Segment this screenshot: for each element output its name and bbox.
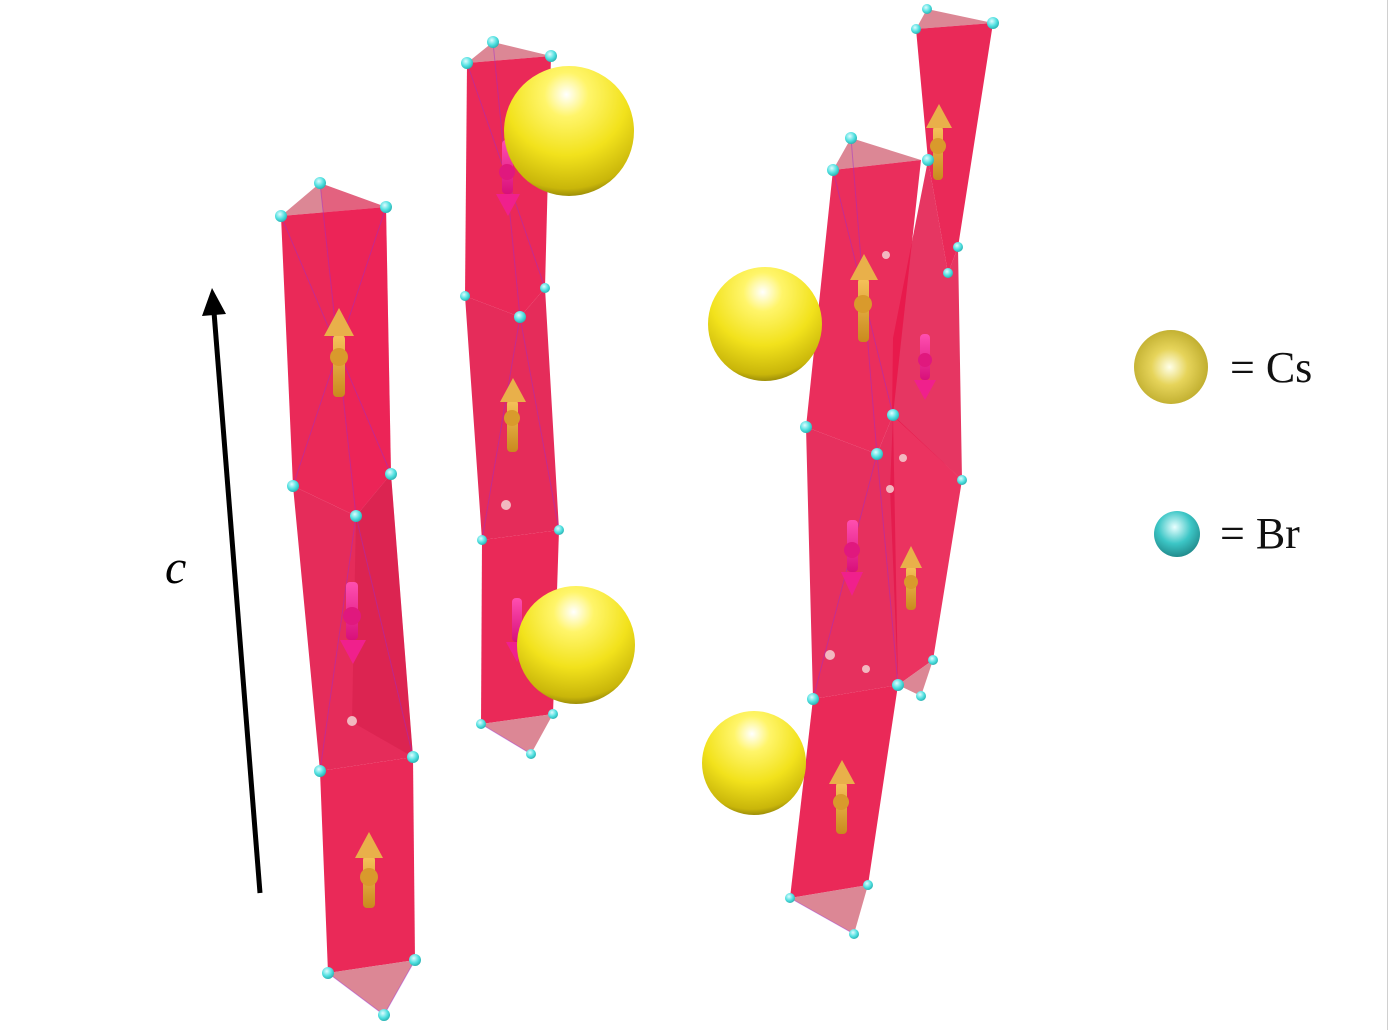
spin-up-arrow	[829, 760, 855, 834]
chain-1-octahedron-1-face	[320, 183, 391, 516]
br-atom	[785, 893, 795, 903]
br-atom	[922, 4, 932, 14]
metal-atom	[886, 485, 894, 493]
br-atom	[554, 525, 564, 535]
br-atom	[943, 268, 953, 278]
metal-atom	[347, 716, 357, 726]
cs-atom	[708, 267, 822, 381]
br-atom	[928, 655, 938, 665]
spin-up-arrow	[500, 378, 526, 452]
br-atom	[314, 765, 326, 777]
metal-atom	[501, 500, 511, 510]
br-atom	[548, 709, 558, 719]
br-atom	[800, 421, 812, 433]
cs-atoms	[504, 66, 822, 815]
br-atom	[385, 468, 397, 480]
br-atom	[460, 291, 470, 301]
br-atom	[545, 50, 557, 62]
c-axis-arrow	[202, 288, 263, 894]
br-atom	[287, 480, 299, 492]
br-atom	[409, 954, 421, 966]
br-atom-icon	[1154, 510, 1200, 557]
br-atom	[487, 36, 499, 48]
br-atom	[953, 242, 963, 252]
metal-atom	[882, 251, 890, 259]
br-atoms	[275, 4, 999, 1021]
br-atom	[275, 210, 287, 222]
br-atom	[540, 283, 550, 293]
br-atom	[350, 510, 362, 522]
br-atom	[322, 967, 334, 979]
chain-3-bottom-cap	[790, 885, 868, 934]
chain-4-octahedron-3	[890, 415, 962, 685]
cs-atom	[517, 586, 635, 704]
chain-4-bottom-cap	[898, 660, 933, 696]
chain-4-octahedron-1	[916, 23, 993, 273]
chain-1-bottom-cap	[328, 960, 415, 1015]
br-atom	[916, 691, 926, 701]
spin-up-arrow	[926, 104, 952, 180]
br-atom	[378, 1009, 390, 1021]
br-atom	[526, 749, 536, 759]
br-atom	[314, 177, 326, 189]
spin-up-arrow	[900, 546, 922, 610]
br-atom	[827, 164, 839, 176]
chain-1-top-cap	[281, 183, 386, 216]
cs-atom-icon	[1134, 330, 1208, 404]
chain-4-octahedron-2	[892, 160, 962, 480]
cs-atom	[702, 711, 806, 815]
spin-up-arrow	[850, 254, 878, 342]
legend-label-cs: = Cs	[1230, 342, 1313, 392]
br-atom	[863, 880, 873, 890]
br-atom	[461, 57, 473, 69]
metal-atom	[825, 650, 835, 660]
br-atom	[477, 535, 487, 545]
c-axis-label: c	[165, 541, 187, 594]
br-atom	[911, 24, 921, 34]
metal-atom	[862, 665, 870, 673]
spin-up-arrow	[355, 832, 383, 908]
spin-arrows	[324, 104, 952, 908]
chain-2-bottom-cap	[481, 714, 553, 754]
metal-atom	[899, 454, 907, 462]
br-atom	[380, 201, 392, 213]
br-atom	[987, 17, 999, 29]
br-atom	[887, 409, 899, 421]
chain-4-top-cap	[916, 9, 993, 29]
br-atom	[957, 475, 967, 485]
br-atom	[407, 751, 419, 763]
br-atom	[514, 311, 526, 323]
chain-1-octahedron-2-face	[352, 474, 413, 757]
br-atom	[807, 693, 819, 705]
octahedral-chain-4	[890, 9, 993, 696]
br-atom	[871, 448, 883, 460]
spin-down-arrow	[841, 520, 863, 596]
legend-item-br: = Br	[1152, 508, 1300, 559]
br-atom	[476, 719, 486, 729]
chain-3-top-cap	[833, 138, 921, 170]
spin-up-arrow	[324, 308, 354, 397]
br-atom	[892, 679, 904, 691]
legend-item-cs: = Cs	[1132, 328, 1312, 406]
spin-down-arrow	[914, 334, 936, 400]
cs-atom	[504, 66, 634, 196]
spin-down-arrow	[340, 582, 366, 664]
metal-atoms	[347, 251, 907, 726]
br-atom	[922, 154, 934, 166]
legend-label-br: = Br	[1220, 509, 1300, 558]
br-atom	[845, 132, 857, 144]
br-atom	[849, 929, 859, 939]
